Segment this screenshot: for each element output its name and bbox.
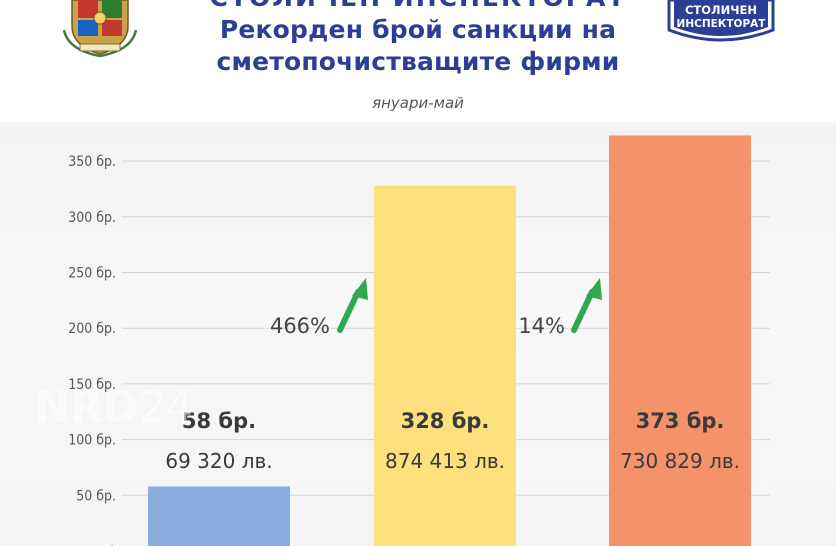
growth-label: 14% [518, 314, 565, 338]
growth-arrowhead-icon [352, 278, 368, 300]
y-tick-label: 200 бр. [68, 321, 116, 337]
title-top-partial: СТОЛИЧЕН ИНСПЕКТОРАТ [0, 0, 836, 12]
growth-label: 466% [270, 314, 330, 338]
title-line-2: сметопочистващите фирми [216, 47, 620, 76]
bar [148, 486, 290, 546]
y-tick-label: 300 бр. [68, 210, 116, 226]
header: СТОЛИЧЕН ИНСПЕКТОРАТ Рекорден брой санкц… [0, 0, 836, 122]
badge-line-2: ИНСПЕКТОРАТ [677, 18, 767, 30]
bar-amount-label: 730 829 лв. [620, 449, 740, 473]
y-tick-label: 50 бр. [76, 488, 116, 504]
y-tick-label: 150 бр. [68, 377, 116, 393]
bar-chart: 0 50 бр. 100 бр. 150 бр. 200 бр. 250 бр. 300 б… [68, 135, 770, 546]
bar-amount-label: 69 320 лв. [165, 449, 272, 473]
badge-line-1: СТОЛИЧЕН [685, 3, 757, 17]
bar-amount-label: 874 413 лв. [385, 449, 505, 473]
y-tick-label: 250 бр. [68, 266, 116, 282]
title-line-1: Рекорден брой санкции на [219, 15, 617, 44]
growth-arrowhead-icon [586, 278, 602, 300]
bar-value-label: 373 бр. [636, 409, 725, 433]
growth-arrow-icon [571, 289, 595, 333]
subtitle: януари-май [372, 94, 464, 112]
bar-value-label: 58 бр. [182, 409, 256, 433]
bar [374, 185, 516, 546]
growth-arrow-icon [337, 289, 361, 333]
chart-area: 0 50 бр. 100 бр. 150 бр. 200 бр. 250 бр. 300 б… [0, 122, 836, 546]
y-tick-label: 350 бр. [68, 154, 116, 170]
y-tick-label: 100 бр. [68, 433, 116, 449]
bar-value-label: 328 бр. [401, 409, 490, 433]
bar [609, 135, 751, 546]
sofia-coat-of-arms-icon [62, 0, 138, 58]
inspectorate-badge-icon: СТОЛИЧЕН ИНСПЕКТОРАТ [667, 0, 775, 42]
y-tick-label: 0 [108, 544, 116, 546]
